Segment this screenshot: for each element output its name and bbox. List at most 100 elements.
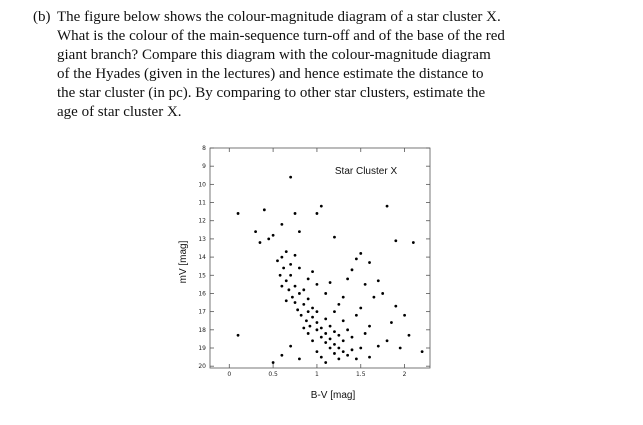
star-point (271, 361, 275, 364)
star-point (337, 302, 341, 306)
star-point (311, 270, 314, 274)
star-point (354, 257, 358, 261)
star-point (289, 175, 293, 179)
star-point (381, 292, 385, 295)
y-tick-label: 10 (198, 181, 206, 188)
star-point (262, 208, 266, 212)
star-point (376, 344, 380, 348)
x-tick-label: 1.5 (356, 371, 366, 378)
star-point (315, 212, 319, 215)
chart-title: Star Cluster X (335, 166, 398, 177)
star-point (341, 295, 345, 299)
question-line: giant branch? Compare this diagram with … (57, 47, 491, 63)
y-tick-label: 17 (198, 309, 206, 316)
x-tick-label: 0 (227, 371, 231, 378)
star-point (284, 299, 288, 303)
star-point (319, 335, 323, 339)
y-tick-label: 14 (198, 254, 206, 261)
y-tick-label: 9 (202, 163, 206, 170)
star-point (293, 212, 297, 215)
star-point (333, 310, 336, 314)
star-point (324, 341, 328, 344)
question-line: What is the colour of the main-sequence … (57, 28, 505, 44)
star-point (350, 335, 354, 339)
star-point (287, 288, 291, 292)
x-axis-label: B-V [mag] (311, 390, 356, 401)
star-point (311, 339, 314, 343)
y-tick-label: 13 (198, 236, 206, 243)
star-point (359, 252, 363, 255)
star-point (390, 321, 393, 324)
star-point (319, 355, 323, 359)
star-point (324, 332, 328, 335)
star-point (394, 304, 398, 308)
star-point (315, 328, 319, 332)
y-tick-label: 11 (198, 200, 206, 207)
star-point (341, 350, 345, 354)
star-point (337, 346, 341, 350)
star-point (359, 306, 363, 310)
star-point (236, 212, 240, 215)
star-point (368, 355, 371, 359)
x-tick-label: 2 (403, 371, 407, 378)
star-point (385, 204, 389, 208)
star-point (354, 313, 358, 317)
star-point (293, 301, 297, 304)
star-point (271, 233, 275, 237)
star-point (306, 310, 310, 314)
star-point (319, 326, 323, 330)
y-tick-label: 12 (198, 218, 206, 225)
star-point (328, 346, 332, 350)
star-point (302, 302, 306, 306)
star-point (315, 310, 319, 314)
star-point (293, 284, 297, 288)
star-point (363, 332, 367, 335)
x-tick-label: 0.5 (268, 371, 278, 378)
star-point (394, 239, 398, 243)
x-tick-label: 1 (315, 371, 319, 378)
star-point (254, 230, 257, 234)
star-point (290, 295, 294, 299)
star-point (278, 273, 282, 277)
star-point (376, 279, 380, 283)
star-point (302, 326, 306, 330)
star-point (289, 344, 293, 348)
star-point (236, 333, 240, 337)
star-point (315, 321, 319, 324)
star-point (346, 328, 350, 332)
star-point (289, 273, 293, 277)
star-point (302, 288, 306, 292)
star-point (298, 292, 301, 295)
star-point (284, 279, 288, 283)
y-tick-label: 19 (198, 345, 206, 352)
star-point (306, 297, 310, 301)
y-tick-label: 18 (198, 327, 206, 334)
star-point (328, 337, 332, 341)
star-point (337, 357, 341, 361)
star-point (293, 253, 297, 257)
question-label: (b) (33, 9, 51, 25)
star-point (368, 324, 371, 328)
star-point (280, 255, 284, 259)
star-point (280, 284, 284, 288)
star-point (368, 261, 371, 264)
y-tick-label: 16 (198, 290, 206, 297)
star-point (298, 230, 301, 234)
star-point (289, 262, 293, 266)
star-point (328, 281, 332, 284)
y-tick-label: 20 (198, 363, 206, 370)
star-point (308, 324, 312, 328)
star-point (258, 241, 262, 244)
star-point (280, 222, 284, 226)
star-point (372, 295, 376, 299)
question-line: The figure below shows the colour-magnit… (57, 9, 501, 25)
star-point (311, 306, 314, 310)
star-point (333, 342, 336, 346)
star-point (306, 277, 310, 281)
plot-frame (209, 147, 431, 369)
star-point (403, 313, 406, 317)
star-point (311, 315, 314, 319)
star-point (296, 308, 300, 312)
y-tick-label: 15 (198, 272, 206, 279)
